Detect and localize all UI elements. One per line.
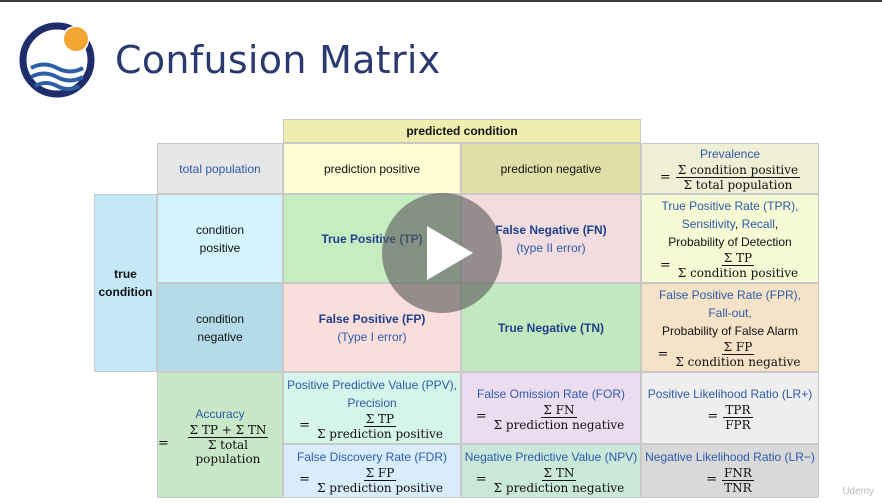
predicted-condition-header: predicted condition: [283, 119, 641, 143]
ppv-cell: Positive Predictive Value (PPV), Precisi…: [283, 372, 461, 444]
lr-negative-cell: Negative Likelihood Ratio (LR−) = FNR TNR: [641, 444, 819, 498]
brand-watermark: Udemy: [842, 486, 874, 497]
true-negative-cell: True Negative (TN): [461, 283, 641, 372]
condition-negative-header: condition negative: [157, 283, 283, 372]
logo-icon: [19, 22, 95, 98]
total-population-cell: total population: [157, 143, 283, 194]
lr-positive-cell: Positive Likelihood Ratio (LR+) = TPR FPR: [641, 372, 819, 444]
prevalence-cell: Prevalence = Σ condition positive Σ total …: [641, 143, 819, 194]
prediction-positive-header: prediction positive: [283, 143, 461, 194]
fdr-cell: False Discovery Rate (FDR) = Σ FP Σ predic…: [283, 444, 461, 498]
true-condition-header: true condition: [94, 194, 157, 372]
top-border: [0, 0, 882, 2]
play-icon[interactable]: [427, 226, 473, 280]
page-title: Confusion Matrix: [115, 38, 441, 82]
accuracy-cell: Accuracy = Σ TP + Σ TN Σ total population: [157, 372, 283, 498]
fpr-cell: False Positive Rate (FPR), Fall-out, Pro…: [641, 283, 819, 372]
tpr-cell: True Positive Rate (TPR), Sensitivity, R…: [641, 194, 819, 283]
condition-positive-header: condition positive: [157, 194, 283, 283]
npv-cell: Negative Predictive Value (NPV) = Σ TN Σ p…: [461, 444, 641, 498]
prediction-negative-header: prediction negative: [461, 143, 641, 194]
for-cell: False Omission Rate (FOR) = Σ FN Σ predict…: [461, 372, 641, 444]
